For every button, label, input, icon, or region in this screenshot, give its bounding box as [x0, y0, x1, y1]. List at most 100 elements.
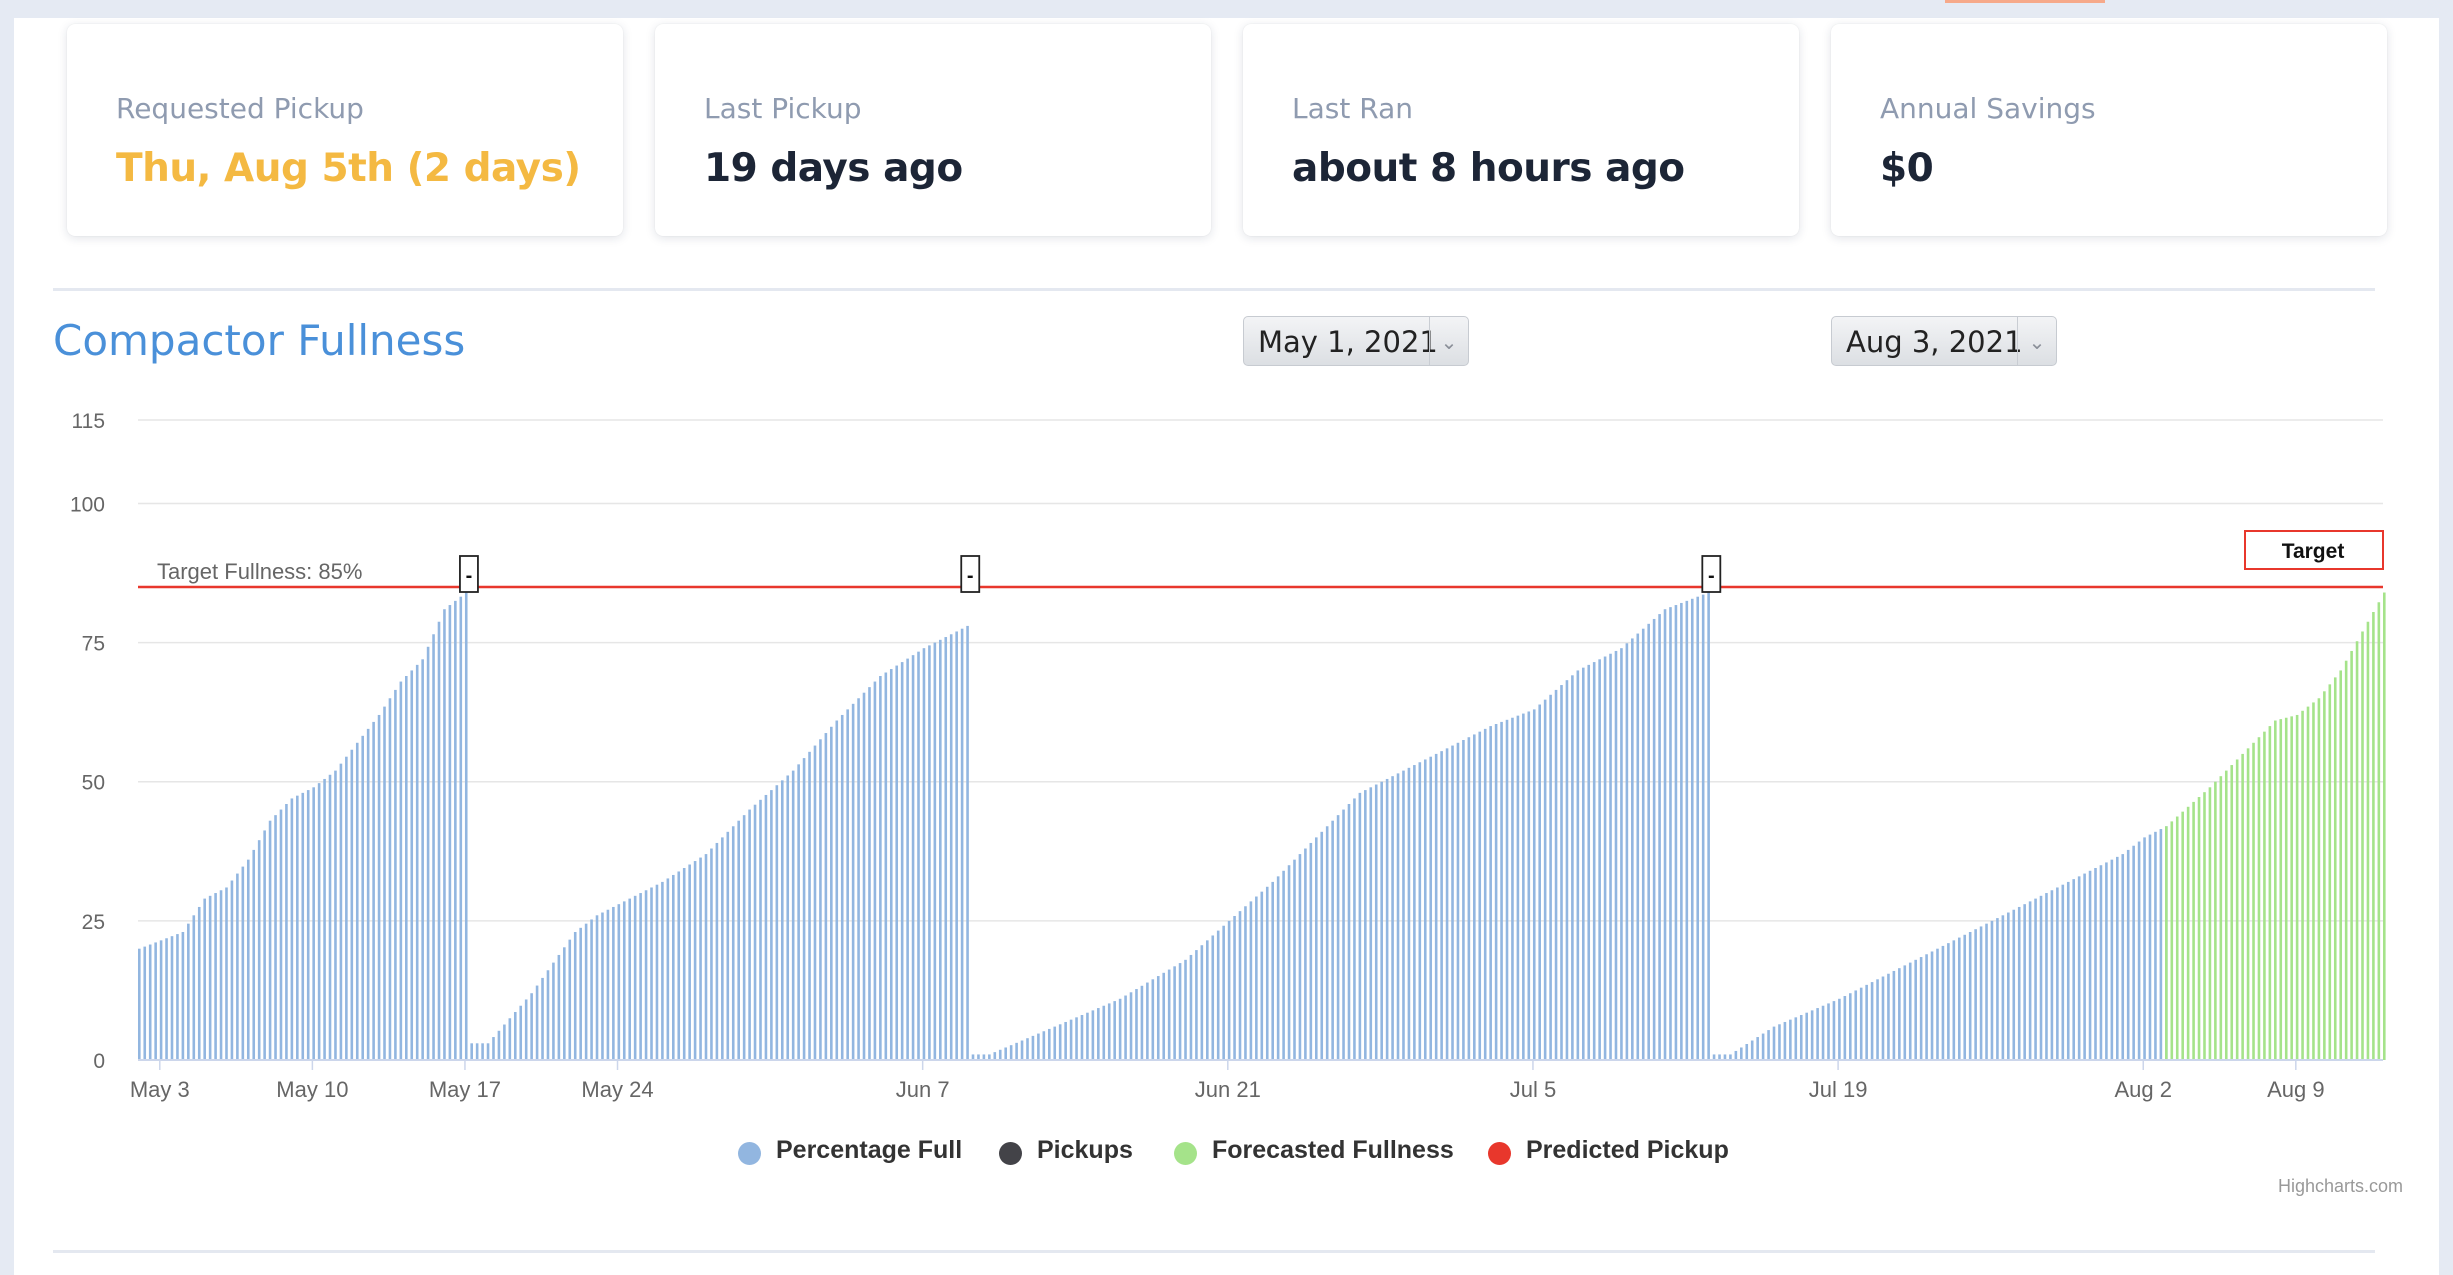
fullness-bar[interactable] [862, 692, 866, 1060]
fullness-bar[interactable] [1129, 992, 1133, 1060]
fullness-bar[interactable] [655, 884, 659, 1060]
fullness-bar[interactable] [753, 804, 757, 1060]
fullness-bar[interactable] [1712, 1054, 1716, 1060]
end-date-select[interactable]: Aug 3, 2021 ⌄ [1831, 316, 2057, 366]
fullness-bar[interactable] [1216, 930, 1220, 1060]
fullness-bar[interactable] [2115, 856, 2119, 1060]
fullness-bar[interactable] [1549, 694, 1552, 1060]
fullness-bar[interactable] [693, 861, 697, 1060]
forecast-bar[interactable] [2192, 801, 2195, 1060]
fullness-bar[interactable] [1761, 1033, 1765, 1060]
fullness-bar[interactable] [1750, 1040, 1754, 1060]
fullness-bar[interactable] [2017, 906, 2021, 1060]
fullness-bar[interactable] [1004, 1047, 1007, 1060]
fullness-bar[interactable] [2034, 898, 2037, 1060]
fullness-bar[interactable] [726, 831, 730, 1060]
fullness-bar[interactable] [1974, 929, 1977, 1060]
forecast-bar[interactable] [2279, 719, 2283, 1060]
fullness-bar[interactable] [612, 906, 615, 1060]
fullness-bar[interactable] [1473, 734, 1476, 1060]
fullness-bar[interactable] [2121, 854, 2125, 1060]
fullness-bar[interactable] [1827, 1003, 1830, 1060]
fullness-bar[interactable] [1996, 918, 1999, 1060]
fullness-bar[interactable] [1603, 656, 1607, 1060]
fullness-bar[interactable] [1238, 911, 1242, 1060]
fullness-bar[interactable] [1151, 979, 1155, 1060]
fullness-bar[interactable] [1413, 765, 1416, 1060]
forecast-bar[interactable] [2377, 602, 2381, 1060]
fullness-bar[interactable] [1053, 1026, 1057, 1060]
fullness-bar[interactable] [415, 664, 419, 1060]
fullness-bar[interactable] [1026, 1038, 1029, 1060]
forecast-bar[interactable] [2197, 797, 2201, 1060]
fullness-bar[interactable] [1538, 704, 1542, 1060]
fullness-bar[interactable] [666, 878, 670, 1060]
fullness-bar[interactable] [1304, 848, 1307, 1060]
fullness-bar[interactable] [1532, 709, 1536, 1060]
fullness-bar[interactable] [1445, 748, 1449, 1060]
fullness-bar[interactable] [731, 826, 735, 1060]
fullness-bar[interactable] [1652, 618, 1656, 1060]
fullness-bar[interactable] [1233, 916, 1236, 1060]
forecast-bar[interactable] [2246, 748, 2250, 1060]
fullness-bar[interactable] [1543, 699, 1547, 1060]
fullness-bar[interactable] [1364, 790, 1367, 1060]
fullness-bar[interactable] [285, 804, 288, 1060]
fullness-bar[interactable] [317, 783, 321, 1060]
fullness-bar[interactable] [1680, 602, 1683, 1060]
fullness-bar[interactable] [1756, 1037, 1759, 1060]
fullness-bar[interactable] [2045, 893, 2048, 1060]
fullness-bar[interactable] [1391, 776, 1394, 1060]
fullness-bar[interactable] [2148, 834, 2152, 1060]
fullness-bar[interactable] [535, 985, 539, 1060]
fullness-bar[interactable] [2012, 909, 2016, 1060]
fullness-bar[interactable] [2126, 849, 2130, 1060]
fullness-bar[interactable] [1631, 638, 1634, 1060]
fullness-bar[interactable] [208, 895, 212, 1060]
fullness-bar[interactable] [677, 871, 681, 1060]
fullness-bar[interactable] [2159, 829, 2163, 1060]
fullness-bar[interactable] [1325, 826, 1329, 1060]
fullness-bar[interactable] [1298, 854, 1302, 1060]
fullness-bar[interactable] [1554, 689, 1558, 1060]
fullness-bar[interactable] [1990, 920, 1994, 1060]
fullness-bar[interactable] [301, 792, 305, 1060]
fullness-bar[interactable] [2039, 895, 2043, 1060]
fullness-bar[interactable] [917, 651, 920, 1060]
fullness-bar[interactable] [1260, 891, 1264, 1060]
fullness-bar[interactable] [780, 780, 784, 1060]
fullness-bar[interactable] [1037, 1033, 1040, 1060]
fullness-bar[interactable] [230, 880, 234, 1060]
fullness-bar[interactable] [448, 605, 452, 1060]
fullness-bar[interactable] [1838, 998, 1841, 1060]
fullness-bar[interactable] [437, 621, 441, 1060]
fullness-bar[interactable] [1206, 940, 1209, 1060]
fullness-bar[interactable] [459, 596, 463, 1060]
fullness-bar[interactable] [312, 787, 315, 1060]
fullness-bar[interactable] [1592, 662, 1596, 1060]
fullness-bar[interactable] [786, 775, 790, 1060]
fullness-bar[interactable] [1118, 998, 1122, 1060]
fullness-bar[interactable] [813, 745, 817, 1060]
fullness-bar[interactable] [830, 726, 833, 1060]
fullness-bar[interactable] [955, 631, 958, 1060]
fullness-bar[interactable] [1881, 976, 1885, 1060]
fullness-bar[interactable] [1772, 1026, 1776, 1060]
fullness-bar[interactable] [1271, 881, 1274, 1060]
forecast-bar[interactable] [2170, 821, 2174, 1060]
fullness-bar[interactable] [2007, 912, 2010, 1060]
fullness-bar[interactable] [1778, 1024, 1781, 1060]
fullness-bar[interactable] [1320, 831, 1324, 1060]
fullness-bar[interactable] [1113, 1001, 1116, 1060]
forecast-bar[interactable] [2350, 650, 2353, 1060]
fullness-bar[interactable] [1456, 742, 1460, 1060]
fullness-bar[interactable] [296, 795, 299, 1060]
fullness-bar[interactable] [1843, 996, 1847, 1060]
fullness-bar[interactable] [906, 658, 909, 1060]
fullness-bar[interactable] [1565, 680, 1569, 1060]
forecast-bar[interactable] [2333, 677, 2337, 1060]
fullness-bar[interactable] [345, 756, 348, 1060]
fullness-bar[interactable] [492, 1037, 495, 1060]
fullness-bar[interactable] [704, 854, 708, 1060]
fullness-bar[interactable] [1189, 954, 1193, 1060]
